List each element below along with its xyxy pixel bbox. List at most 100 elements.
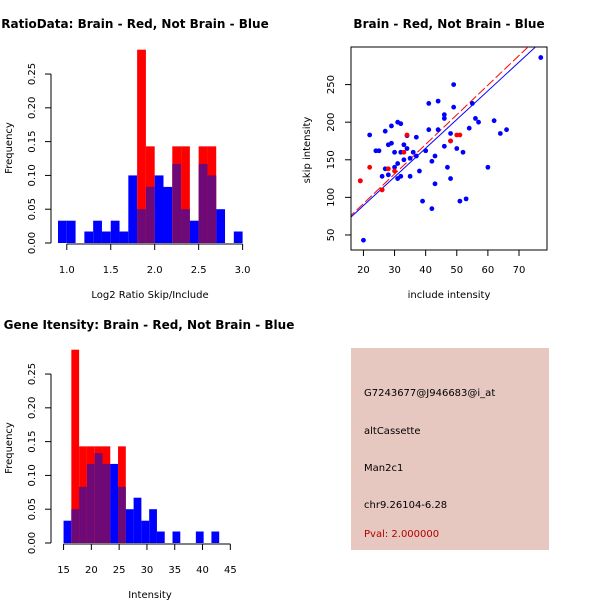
scatter-ylabel: skip intensity <box>302 117 313 184</box>
not-brain-point <box>463 196 469 202</box>
gene-name: Man2c1 <box>364 463 403 474</box>
ratio-histogram: RatioData: Brain - Red, Not Brain - Blue… <box>1 17 268 301</box>
x-tick-label: 50 <box>450 265 463 276</box>
not-brain-point <box>432 181 438 187</box>
y-tick-label: 50 <box>326 229 337 242</box>
not-brain-bar <box>141 520 150 543</box>
not-brain-bar <box>101 231 111 243</box>
x-tick-label: 45 <box>224 565 237 576</box>
not-brain-point <box>454 146 460 151</box>
not-brain-bar <box>128 175 138 243</box>
not-brain-bar <box>156 531 165 543</box>
not-brain-point <box>469 100 475 106</box>
not-brain-bar <box>66 220 76 243</box>
not-brain-point <box>367 132 373 138</box>
not-brain-point <box>451 82 457 87</box>
not-brain-point <box>448 176 453 181</box>
not-brain-point <box>426 127 432 133</box>
not-brain-point <box>441 112 447 118</box>
ratio-xlabel: Log2 Ratio Skip/Include <box>91 290 208 301</box>
pval-text: Pval: 2.000000 <box>364 529 439 540</box>
not-brain-bar <box>149 509 157 543</box>
overlap-bar <box>181 209 190 243</box>
not-brain-point <box>392 164 397 170</box>
not-brain-point <box>392 149 397 155</box>
x-tick-label: 2.5 <box>191 265 207 276</box>
not-brain-point <box>473 116 478 121</box>
not-brain-point <box>413 134 419 140</box>
not-brain-bar <box>172 531 181 543</box>
scatter-plot-frame <box>350 46 548 251</box>
overlap-bar <box>137 209 146 243</box>
brain-bar <box>71 349 80 543</box>
not-brain-point <box>435 98 441 104</box>
not-brain-bar <box>93 220 102 243</box>
not-brain-point <box>485 164 491 170</box>
not-brain-point <box>491 118 497 124</box>
brain-point <box>385 166 391 172</box>
overlap-bar <box>79 486 87 543</box>
not-brain-bar <box>119 231 129 243</box>
not-brain-point <box>407 173 413 179</box>
x-tick-label: 2.0 <box>147 265 163 276</box>
y-tick-label: 0.05 <box>27 498 38 520</box>
not-brain-bar <box>58 220 67 243</box>
scatter-title: Brain - Red, Not Brain - Blue <box>353 17 544 31</box>
not-brain-point <box>538 55 544 60</box>
not-brain-point <box>441 143 447 149</box>
not-brain-point <box>448 131 453 136</box>
y-tick-label: 0.25 <box>27 63 38 85</box>
x-tick-label: 1.0 <box>59 265 75 276</box>
overlap-bar <box>118 486 126 543</box>
not-brain-bar <box>133 497 142 543</box>
x-tick-label: 30 <box>141 565 154 576</box>
x-tick-label: 40 <box>196 565 209 576</box>
not-brain-bar <box>154 175 164 243</box>
not-brain-point <box>389 140 394 146</box>
brain-point <box>401 149 407 155</box>
info-panel-background <box>351 348 549 550</box>
y-tick-label: 0.00 <box>27 232 38 254</box>
not-brain-point <box>426 100 432 106</box>
not-brain-point <box>504 127 509 133</box>
not-brain-point <box>417 168 422 174</box>
not-brain-point <box>466 125 472 131</box>
not-brain-point <box>395 161 401 166</box>
gene-intensity-histogram: Gene Itensity: Brain - Red, Not Brain - … <box>4 318 295 600</box>
not-brain-bar <box>84 231 94 243</box>
not-brain-point <box>441 116 447 121</box>
probe-id: G7243677@J946683@i_at <box>364 388 495 399</box>
brain-bar <box>137 49 146 244</box>
y-tick-label: 0.00 <box>27 532 38 554</box>
not-brain-point <box>429 158 435 164</box>
info-panel: G7243677@J946683@i_at altCassette Man2c1… <box>351 348 549 550</box>
not-brain-bar <box>195 531 204 543</box>
not-brain-point <box>497 131 503 136</box>
x-tick-label: 40 <box>419 265 432 276</box>
not-brain-point <box>389 123 394 129</box>
brain-point <box>357 178 363 184</box>
not-brain-bar <box>63 520 72 543</box>
y-tick-label: 0.15 <box>27 430 38 452</box>
x-tick-label: 35 <box>168 565 181 576</box>
not-brain-bar <box>216 209 226 243</box>
not-brain-point <box>401 142 407 148</box>
not-brain-point <box>379 173 385 179</box>
y-tick-label: 0.20 <box>27 97 38 119</box>
overlap-bar <box>94 453 103 543</box>
x-tick-label: 30 <box>388 265 401 276</box>
not-brain-point <box>398 121 404 127</box>
y-tick-label: 0.20 <box>27 397 38 419</box>
y-tick-label: 0.15 <box>27 130 38 152</box>
x-tick-label: 60 <box>482 265 495 276</box>
x-tick-label: 25 <box>113 565 126 576</box>
brain-fit-line <box>351 47 529 217</box>
not-brain-point <box>457 198 463 204</box>
scatter-xlabel: include intensity <box>408 290 491 301</box>
brain-point <box>367 164 373 170</box>
x-tick-label: 3.0 <box>235 265 251 276</box>
gene-title: Gene Itensity: Brain - Red, Not Brain - … <box>4 318 295 332</box>
not-brain-bar <box>125 509 134 543</box>
not-brain-bar <box>211 531 220 543</box>
not-brain-point <box>451 104 457 110</box>
